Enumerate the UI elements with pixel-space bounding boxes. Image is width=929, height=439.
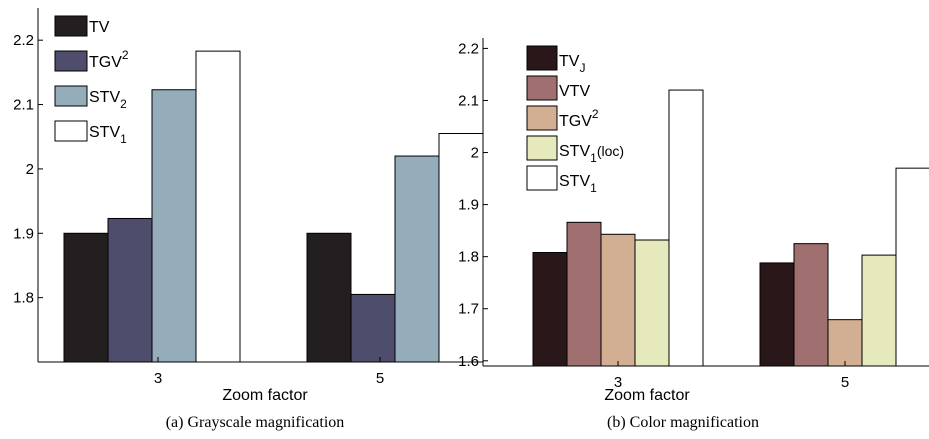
legend-swatch [54, 120, 88, 142]
legend-label: STV2 [89, 89, 127, 111]
bar-series-4-cat-1 [895, 167, 929, 367]
x-tick-label: 3 [154, 370, 162, 387]
panel-a-caption: (a) Grayscale magnification [166, 414, 345, 431]
y-tick-label: 1.8 [458, 249, 479, 266]
bar-series-3-cat-1 [438, 133, 484, 363]
y-tick-label: 1.9 [13, 225, 34, 242]
legend-swatch [54, 15, 88, 37]
legend-swatch [54, 50, 88, 72]
legend-swatch [526, 45, 558, 71]
panel-b-caption: (b) Color magnification [607, 414, 759, 431]
bar-series-3-cat-0 [195, 50, 241, 363]
bar-series-1-cat-1 [793, 243, 829, 367]
bar-series-2-cat-0 [600, 233, 636, 367]
bar-series-2-cat-0 [151, 89, 197, 363]
legend-swatch [54, 85, 88, 107]
bar-series-3-cat-0 [634, 239, 670, 367]
x-tick-label: 5 [376, 370, 384, 387]
legend-label: STV1(loc) [559, 143, 624, 165]
y-tick-label: 2 [471, 145, 479, 162]
bar-series-0-cat-0 [63, 232, 109, 363]
legend-label: TGV2 [559, 107, 599, 130]
legend-swatch [526, 135, 558, 161]
y-tick-label: 2.1 [458, 92, 479, 109]
legend-label: TV [89, 19, 110, 36]
panel-b-xlabel: Zoom factor [604, 387, 690, 404]
bar-series-2-cat-1 [394, 155, 440, 363]
bar-series-2-cat-1 [827, 319, 863, 367]
y-tick-label: 1.7 [458, 301, 479, 318]
panel-a-grayscale: 1.8 1.9 2 2.1 2.2 3 5 TV TGV2 STV2 STV1 [13, 8, 484, 387]
bar-series-1-cat-1 [350, 293, 396, 363]
bar-series-1-cat-0 [107, 217, 153, 363]
bar-series-4-cat-0 [668, 89, 704, 367]
y-tick-label: 2 [26, 161, 34, 178]
legend-label: TVJ [559, 53, 585, 75]
legend-label: VTV [559, 83, 590, 100]
panel-a-xlabel: Zoom factor [222, 387, 308, 404]
bar-series-3-cat-1 [861, 254, 897, 367]
legend-swatch [526, 165, 558, 191]
y-tick-label: 1.6 [458, 353, 479, 370]
bar-series-1-cat-0 [566, 221, 602, 367]
y-tick-label: 2.2 [13, 32, 34, 49]
x-tick-label: 3 [614, 374, 622, 391]
legend-swatch [526, 105, 558, 131]
x-tick-label: 5 [841, 374, 849, 391]
y-tick-label: 2.2 [458, 40, 479, 57]
legend-label: STV1 [559, 173, 597, 195]
legend-label: STV1 [89, 124, 127, 146]
y-tick-label: 2.1 [13, 97, 34, 114]
legend-swatch [526, 75, 558, 101]
bar-series-0-cat-0 [532, 252, 568, 367]
y-tick-label: 1.9 [458, 197, 479, 214]
bar-series-0-cat-1 [759, 262, 795, 367]
y-tick-label: 1.8 [13, 290, 34, 307]
panel-b-color: 1.6 1.7 1.8 1.9 2 2.1 2.2 3 5 TVJ VTV TGV2 STV1(loc)… [458, 38, 929, 391]
legend-label: TGV2 [89, 48, 129, 71]
bar-series-0-cat-1 [306, 232, 352, 363]
